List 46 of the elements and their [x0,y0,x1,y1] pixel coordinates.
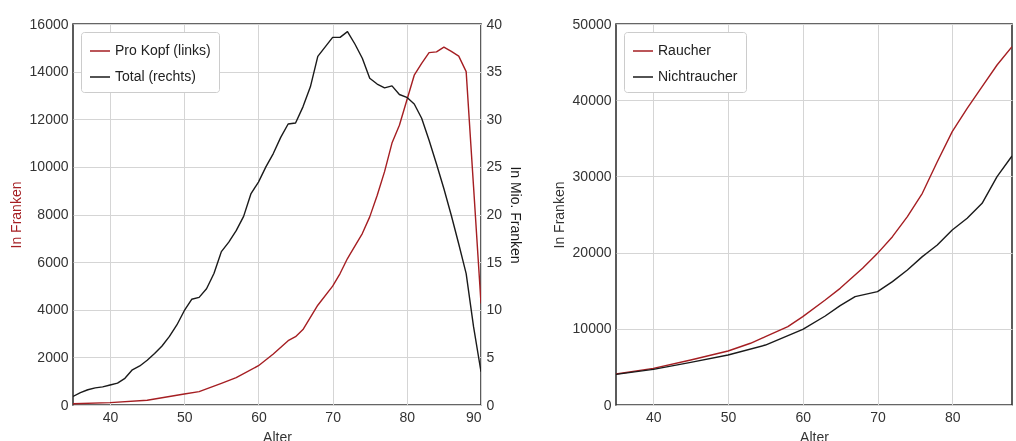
x-tick-label: 90 [465,408,482,425]
y2-tick-label: 30 [486,110,503,127]
x-tick-label: 80 [944,408,961,425]
y-tick-label: 30000 [572,167,612,184]
y-tick-label: 6000 [37,253,69,270]
x-tick-label: 40 [646,408,662,425]
y2-axis-title: In Mio. Franken [508,166,525,264]
y2-tick-label: 35 [486,63,503,80]
y-tick-label: 8000 [37,206,69,222]
x-tick-label: 70 [870,408,887,425]
y-tick-label: 0 [603,396,612,413]
y-axis-title: In Franken [550,181,567,249]
x-tick-label: 60 [795,408,812,425]
y-tick-label: 10000 [572,320,612,337]
x-tick-label: 60 [251,408,267,425]
x-tick-label: 70 [325,408,342,425]
y2-tick-label: 15 [486,253,503,270]
y-tick-label: 40000 [572,91,612,108]
legend-label: Raucher [658,42,712,58]
y2-tick-label: 20 [486,206,503,222]
x-axis-title: Alter [263,428,293,441]
y2-tick-label: 25 [486,158,503,175]
line-series [616,155,1012,376]
legend-label: Nichtraucher [658,68,738,84]
x-tick-label: 80 [399,408,416,425]
y-tick-label: 4000 [37,301,69,318]
y-tick-label: 2000 [37,348,69,365]
y2-tick-label: 40 [486,15,503,32]
x-axis-title: Alter [800,428,830,441]
y-tick-label: 50000 [572,15,612,32]
x-tick-label: 40 [102,408,119,425]
y-tick-label: 16000 [29,15,69,32]
y2-tick-label: 10 [486,301,503,318]
y-axis-title: In Franken [7,181,24,249]
y-tick-label: 14000 [29,63,69,80]
y-tick-label: 10000 [29,158,69,175]
y-tick-label: 20000 [572,244,612,261]
legend-label: Total (rechts) [115,68,196,84]
legend-label: Pro Kopf (links) [115,42,211,58]
y-tick-label: 0 [60,396,69,413]
y2-tick-label: 5 [486,348,495,365]
y-tick-label: 12000 [29,110,69,127]
y2-tick-label: 0 [486,396,495,413]
x-tick-label: 50 [176,408,193,425]
line-series [616,45,1012,375]
x-tick-label: 50 [720,408,737,425]
